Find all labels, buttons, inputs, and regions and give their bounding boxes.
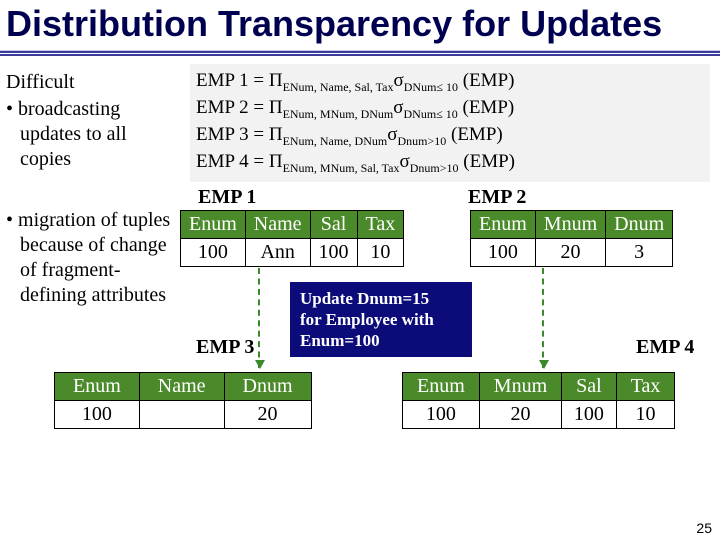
- fragment-definitions: EMP 1 = ΠENum, Name, Sal, TaxσDNum≤ 10 (…: [190, 64, 710, 182]
- arrow-emp1-emp3: [258, 268, 260, 368]
- emp2-col-enum: Enum: [471, 210, 536, 238]
- emp2-enum: 100: [471, 238, 536, 266]
- bullet-migration: migration of tuples because of change of…: [6, 208, 176, 308]
- emp4-sal: 100: [562, 400, 617, 428]
- emp4-mnum: 20: [479, 400, 561, 428]
- update-box: Update Dnum=15 for Employee with Enum=10…: [290, 282, 472, 358]
- update-line2: for Employee with: [300, 309, 462, 330]
- emp4-col-enum: Enum: [403, 372, 480, 400]
- emp2-mnum: 20: [535, 238, 605, 266]
- emp3-col-dnum: Dnum: [224, 372, 311, 400]
- emp1-name: Ann: [245, 238, 310, 266]
- emp3-table: Enum Name Dnum 100 20: [54, 372, 312, 429]
- difficult-heading: Difficult: [6, 70, 176, 95]
- emp3-dnum: 20: [224, 400, 311, 428]
- emp1-col-sal: Sal: [310, 210, 357, 238]
- emp4-col-mnum: Mnum: [479, 372, 561, 400]
- slide-title: Distribution Transparency for Updates: [0, 0, 720, 44]
- bullet-broadcasting: broadcasting updates to all copies: [6, 97, 176, 172]
- emp3-enum: 100: [55, 400, 140, 428]
- emp3-label: EMP 3: [196, 336, 254, 359]
- emp3-col-name: Name: [139, 372, 224, 400]
- emp4-col-sal: Sal: [562, 372, 617, 400]
- emp2-table: Enum Mnum Dnum 100 20 3: [470, 210, 673, 267]
- emp1-tax: 10: [357, 238, 404, 266]
- left-column: Difficult broadcasting updates to all co…: [6, 70, 176, 318]
- emp2-col-mnum: Mnum: [535, 210, 605, 238]
- emp4-label: EMP 4: [636, 336, 694, 359]
- emp1-col-tax: Tax: [357, 210, 404, 238]
- emp1-label: EMP 1: [198, 186, 256, 209]
- emp1-table: Enum Name Sal Tax 100 Ann 100 10: [180, 210, 404, 267]
- emp1-col-enum: Enum: [181, 210, 246, 238]
- emp4-tax: 10: [616, 400, 675, 428]
- emp3-name: [139, 400, 224, 428]
- emp3-col-enum: Enum: [55, 372, 140, 400]
- emp1-sal: 100: [310, 238, 357, 266]
- emp1-col-name: Name: [245, 210, 310, 238]
- emp1-enum: 100: [181, 238, 246, 266]
- update-line1: Update Dnum=15: [300, 288, 462, 309]
- slide-number: 25: [696, 520, 712, 536]
- emp4-enum: 100: [403, 400, 480, 428]
- emp2-col-dnum: Dnum: [606, 210, 673, 238]
- title-rule: [0, 50, 720, 56]
- emp4-col-tax: Tax: [616, 372, 675, 400]
- arrow-emp2-emp4: [542, 268, 544, 368]
- update-line3: Enum=100: [300, 330, 462, 351]
- emp4-table: Enum Mnum Sal Tax 100 20 100 10: [402, 372, 675, 429]
- emp2-dnum: 3: [606, 238, 673, 266]
- emp2-label: EMP 2: [468, 186, 526, 209]
